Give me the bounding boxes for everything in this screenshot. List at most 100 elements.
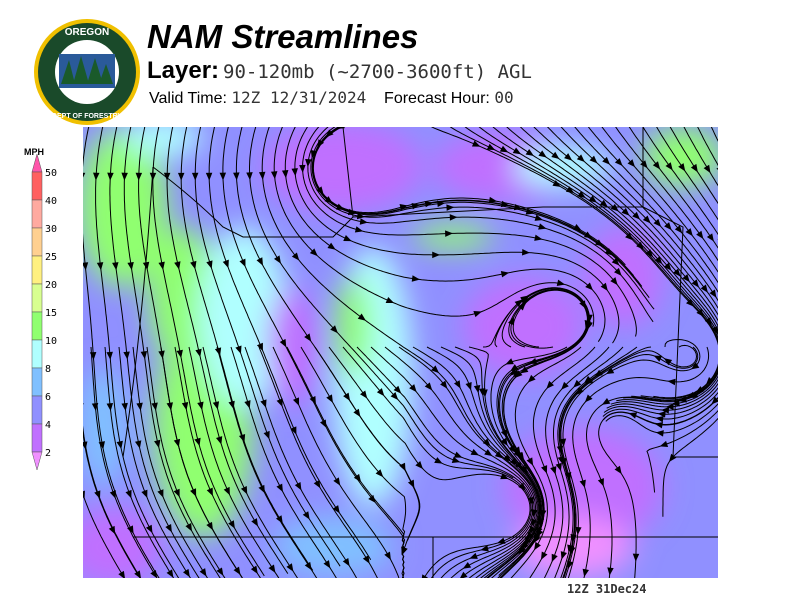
streamline-arrow <box>240 485 248 495</box>
streamline <box>188 346 280 578</box>
streamline-arrow <box>313 479 321 489</box>
streamline-arrow <box>540 551 548 560</box>
streamline-arrow <box>94 490 101 499</box>
streamline-arrow <box>653 355 663 362</box>
streamline-arrow <box>276 398 283 407</box>
colorbar-tick-label: 25 <box>45 252 57 263</box>
streamline <box>174 346 261 578</box>
streamline-arrow <box>150 569 158 578</box>
streamline-arrow <box>281 170 289 179</box>
colorbar-segment <box>31 339 43 369</box>
streamline-arrow <box>136 402 143 411</box>
colorbar-segment <box>31 395 43 425</box>
streamline-arrow <box>445 230 453 237</box>
svg-text:DEPT OF FORESTRY: DEPT OF FORESTRY <box>52 113 122 120</box>
streamline-arrow <box>667 378 676 386</box>
streamline-arrow <box>534 234 543 241</box>
streamline-arrow <box>589 155 598 164</box>
streamline <box>412 346 539 578</box>
streamline-arrow <box>91 403 99 412</box>
streamline-arrow <box>258 484 265 494</box>
streamline-arrow <box>494 451 503 459</box>
streamline-arrow <box>453 451 463 458</box>
streamline-arrow <box>182 568 190 578</box>
streamline-arrow <box>671 399 680 407</box>
streamline-arrow <box>291 168 298 177</box>
streamline-arrow <box>462 561 472 569</box>
colorbar-segment <box>31 283 43 313</box>
streamline-arrow <box>190 488 197 497</box>
streamline-arrow <box>669 453 677 462</box>
streamline-arrow <box>486 143 496 151</box>
streamline-arrow <box>135 172 143 181</box>
streamline-arrow <box>390 392 399 400</box>
streamline-arrow <box>121 402 128 411</box>
streamline-arrow <box>703 164 711 174</box>
streamline-arrow <box>239 258 246 268</box>
streamline-arrow <box>555 462 562 472</box>
streamline-arrow <box>551 553 558 563</box>
streamline-arrow <box>685 228 693 237</box>
streamline-arrow <box>550 466 557 475</box>
streamline-arrow <box>142 261 150 271</box>
streamline-arrow <box>632 211 641 220</box>
streamline <box>160 346 244 578</box>
oregon-department-of-forestry-logo: OREGON DEPT OF FORESTRY <box>34 19 140 125</box>
streamline-arrow <box>268 564 276 573</box>
streamline-arrow <box>134 440 142 449</box>
streamline-arrow <box>528 357 538 365</box>
streamline-arrow <box>205 172 213 181</box>
streamline-arrow <box>503 454 512 462</box>
streamline-arrow <box>294 481 302 491</box>
streamline <box>202 346 299 578</box>
streamline-arrow <box>401 546 408 556</box>
streamline-arrow <box>185 523 193 532</box>
streamline-arrow <box>621 207 630 216</box>
streamline-arrow <box>597 478 604 487</box>
streamline-arrow <box>291 252 300 261</box>
streamline-arrow <box>451 456 461 463</box>
streamline-arrow <box>199 568 207 577</box>
colorbar-tick-label: 10 <box>45 336 57 347</box>
streamline-arrow <box>197 401 204 410</box>
streamline-arrow <box>106 351 113 360</box>
streamline-arrow <box>499 145 509 153</box>
streamline-arrow <box>690 163 698 173</box>
colorbar-tick-label: 30 <box>45 224 57 235</box>
streamline-arrow <box>584 394 593 403</box>
streamline-arrow <box>323 560 331 569</box>
streamline-arrow <box>233 172 240 181</box>
streamline-arrow <box>561 381 569 390</box>
streamline-arrow <box>484 449 493 457</box>
streamline <box>132 346 208 578</box>
streamline-arrow <box>696 230 704 239</box>
streamline-arrow <box>654 256 663 265</box>
valid-time-stamp: 12Z 31Dec24 <box>567 582 647 596</box>
streamline-arrow <box>216 567 224 576</box>
streamline-arrow <box>706 233 714 242</box>
streamline-arrow <box>546 380 555 389</box>
streamline-arrow <box>194 437 201 447</box>
streamline-arrow <box>109 490 116 499</box>
streamline-arrow <box>174 261 181 270</box>
valid-time-info: Valid Time: 12Z 12/31/2024 Forecast Hour… <box>149 88 514 108</box>
colorbar-tick-label: 4 <box>45 420 51 431</box>
streamline <box>83 425 142 578</box>
streamline <box>258 346 378 578</box>
streamline-arrow <box>565 186 575 194</box>
streamline-arrow <box>556 279 566 286</box>
streamline-arrow <box>125 489 132 499</box>
streamline-arrow <box>645 249 654 258</box>
streamline-arrow <box>607 567 614 576</box>
layer-label: Layer: <box>147 57 220 84</box>
streamline-arrow <box>360 390 368 399</box>
streamline-arrow <box>538 150 547 158</box>
streamline-arrow <box>453 380 461 389</box>
streamline-arrow <box>83 490 85 500</box>
streamline-arrow <box>434 457 443 464</box>
streamline-arrow <box>440 380 448 389</box>
streamline-arrow <box>559 438 567 447</box>
streamline-arrow <box>304 333 312 342</box>
streamline-arrow <box>332 505 340 514</box>
streamline-arrow <box>233 566 241 575</box>
